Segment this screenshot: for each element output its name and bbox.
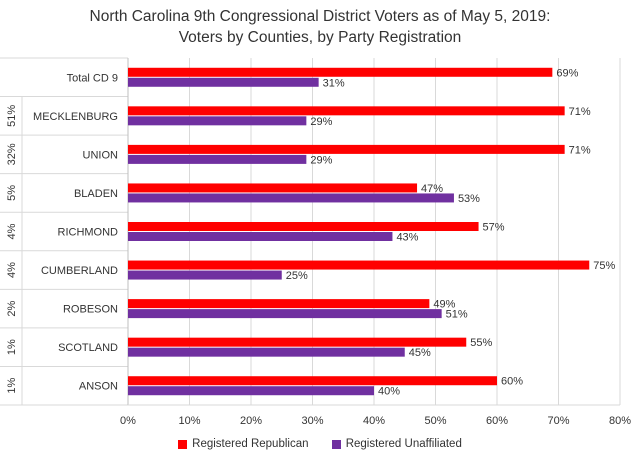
data-label-unaffiliated-2: 29% — [310, 154, 332, 166]
x-tick-label-0: 0% — [120, 415, 136, 427]
bar-unaffiliated-5 — [128, 270, 282, 280]
data-label-republican-1: 71% — [569, 106, 591, 118]
data-label-republican-6: 49% — [433, 299, 455, 311]
x-tick-label-2: 20% — [240, 415, 262, 427]
chart-legend: Registered Republican Registered Unaffil… — [0, 438, 640, 452]
data-label-republican-7: 55% — [470, 337, 492, 349]
data-label-unaffiliated-7: 45% — [409, 347, 431, 359]
legend-label-republican: Registered Republican — [192, 438, 309, 450]
data-label-republican-3: 47% — [421, 183, 443, 195]
data-label-unaffiliated-4: 43% — [396, 232, 418, 244]
data-label-republican-8: 60% — [501, 376, 523, 388]
legend-swatch-republican — [178, 439, 188, 449]
chart-title-line1: North Carolina 9th Congressional Distric… — [89, 8, 551, 25]
bar-unaffiliated-2 — [128, 154, 307, 164]
share-label-1: 51% — [6, 105, 18, 127]
bar-republican-6 — [128, 299, 430, 309]
bar-republican-0 — [128, 67, 553, 77]
data-label-unaffiliated-6: 51% — [446, 309, 468, 321]
bar-republican-1 — [128, 106, 565, 116]
category-label-5: CUMBERLAND — [41, 265, 118, 277]
category-label-7: SCOTLAND — [58, 342, 118, 354]
legend-label-unaffiliated: Registered Unaffiliated — [345, 438, 462, 450]
share-label-4: 4% — [6, 223, 18, 239]
bar-republican-4 — [128, 222, 479, 231]
legend-item-republican: Registered Republican — [178, 438, 309, 450]
category-label-1: MECKLENBURG — [33, 111, 118, 123]
bar-republican-5 — [128, 260, 590, 270]
x-tick-label-5: 50% — [424, 415, 446, 427]
bar-unaffiliated-3 — [128, 193, 454, 203]
data-label-republican-4: 57% — [483, 222, 505, 234]
legend-swatch-unaffiliated — [331, 439, 341, 449]
bar-unaffiliated-8 — [128, 386, 374, 396]
bar-unaffiliated-7 — [128, 347, 405, 357]
data-label-unaffiliated-0: 31% — [323, 77, 345, 89]
chart-title-line2: Voters by Counties, by Party Registratio… — [178, 29, 462, 46]
data-label-unaffiliated-5: 25% — [286, 270, 308, 282]
category-label-0: Total CD 9 — [67, 72, 118, 84]
x-tick-label-7: 70% — [547, 415, 569, 427]
share-label-6: 2% — [6, 300, 18, 316]
data-label-republican-0: 69% — [556, 67, 578, 79]
bar-unaffiliated-6 — [128, 309, 442, 319]
share-label-8: 1% — [6, 378, 18, 394]
data-label-republican-5: 75% — [593, 260, 615, 272]
category-label-3: BLADEN — [74, 188, 118, 200]
bar-republican-3 — [128, 183, 418, 193]
x-tick-label-1: 10% — [178, 415, 200, 427]
share-label-5: 4% — [6, 262, 18, 278]
share-label-3: 5% — [6, 185, 18, 201]
bar-unaffiliated-4 — [128, 232, 393, 241]
x-tick-label-3: 30% — [301, 415, 323, 427]
x-tick-label-8: 80% — [609, 415, 631, 427]
category-label-4: RICHMOND — [58, 227, 119, 239]
data-label-republican-2: 71% — [569, 144, 591, 156]
category-label-2: UNION — [83, 149, 119, 161]
share-label-7: 1% — [6, 339, 18, 355]
share-label-2: 32% — [6, 143, 18, 165]
category-label-8: ANSON — [79, 381, 118, 393]
x-tick-label-4: 40% — [363, 415, 385, 427]
bar-unaffiliated-0 — [128, 77, 319, 87]
category-label-6: ROBESON — [63, 304, 118, 316]
bar-republican-8 — [128, 376, 497, 386]
x-tick-label-6: 60% — [486, 415, 508, 427]
bar-unaffiliated-1 — [128, 116, 307, 126]
bar-republican-7 — [128, 337, 467, 347]
data-label-unaffiliated-8: 40% — [378, 386, 400, 398]
data-label-unaffiliated-1: 29% — [310, 116, 332, 128]
bar-republican-2 — [128, 144, 565, 154]
chart-title: North Carolina 9th Congressional Distric… — [0, 6, 640, 48]
legend-item-unaffiliated: Registered Unaffiliated — [331, 438, 462, 450]
data-label-unaffiliated-3: 53% — [458, 193, 480, 205]
